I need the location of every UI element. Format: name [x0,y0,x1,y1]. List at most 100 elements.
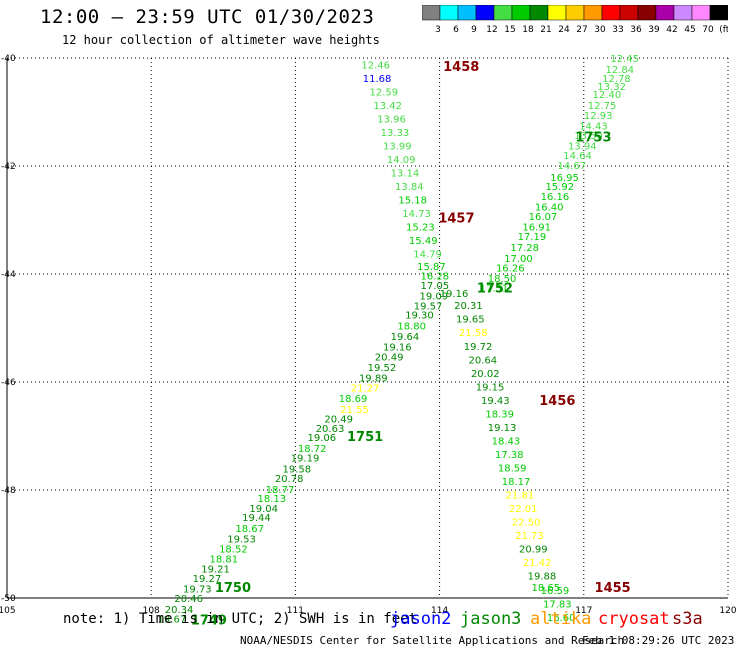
wave-height-value: 16.40 [535,203,564,214]
wave-height-value: 14.64 [563,151,592,162]
wave-height-value: 18.50 [488,274,517,285]
wave-height-value: 20.49 [375,353,404,364]
y-tick-label: -44 [1,270,16,280]
wave-height-value: 15.49 [409,236,438,247]
wave-height-value: 19.67 [158,615,187,626]
wave-height-value: 16.16 [541,192,570,203]
wave-height-value: 19.19 [291,454,320,465]
wave-height-value: 19.73 [183,584,212,595]
x-tick-label: 105 [0,606,16,616]
wave-height-value: 20.46 [174,594,203,605]
pass-time-label: 1455 [595,581,631,596]
units-note: note: 1) Time is in UTC; 2) SWH is in fe… [63,611,418,627]
generated-timestamp: Feb 1 08:29:26 UTC 2023 [582,634,735,647]
wave-height-value: 19.16 [440,289,469,300]
wave-height-value: 14.73 [402,209,431,220]
x-tick-label: 120 [719,606,736,616]
y-tick-label: -40 [1,54,16,64]
wave-height-value: 18.43 [492,436,521,447]
wave-height-value: 18.72 [298,444,327,455]
wave-height-value: 18.69 [339,394,368,405]
pass-time-label: 1458 [443,60,479,75]
wave-height-value: 19.04 [249,504,278,515]
y-tick-label: -46 [1,378,16,388]
satellite-jason2: jason2 [390,609,452,629]
wave-height-value: 13.50 [574,131,603,142]
legend-tick-label: 9 [471,25,477,35]
wave-height-value: 17.38 [495,450,524,461]
legend-tick-label: 30 [594,25,606,35]
legend-tick-label: 39 [648,25,660,35]
wave-height-value: 21.42 [523,558,552,569]
wave-height-value: 15.92 [545,182,574,193]
wave-height-value: 19.58 [283,464,312,475]
wave-height-value: 18.17 [502,477,531,488]
wave-height-value: 18.59 [498,463,527,474]
wave-height-value: 12.78 [602,74,631,85]
wave-height-value: 16.95 [550,173,579,184]
wave-height-value: 16.91 [522,222,551,233]
satellite-cryosat: cryosat [598,609,670,629]
wave-height-value: 20.78 [275,474,304,485]
wave-height-value: 18.65 [532,583,561,594]
wave-height-value: 20.63 [316,424,345,435]
legend-tick-label: (ft) [719,25,728,35]
wave-height-value: 21.58 [459,328,488,339]
wave-height-value: 15.87 [417,262,446,273]
legend-tick-label: 42 [666,25,677,35]
wave-height-value: 19.16 [383,342,412,353]
wave-height-value: 20.49 [324,415,353,426]
wave-height-value: 12.46 [361,60,390,71]
wave-height-value: 17.31 [480,284,509,295]
legend-swatch [709,5,728,21]
pass-time-label: 1752 [477,282,513,297]
wave-height-value: 19.53 [227,535,256,546]
wave-height-value: 13.14 [391,168,420,179]
legend-tick-label: 12 [486,25,497,35]
wave-height-value: 21.73 [515,531,544,542]
wave-height-value: 16.60 [547,613,576,624]
wave-height-value: 19.43 [481,396,510,407]
y-tick-label: -48 [1,486,16,496]
wave-height-value: 22.50 [512,517,541,528]
y-tick-label: -42 [1,162,16,172]
legend-tick-label: 15 [504,25,515,35]
wave-height-value: 14.43 [579,122,608,133]
wave-height-value: 22.01 [509,504,538,515]
wave-height-value: 17.83 [543,599,572,610]
legend-tick-label: 3 [435,25,441,35]
wave-height-value: 12.45 [610,54,639,65]
wave-height-value: 19.72 [464,342,493,353]
legend-tick-label: 45 [684,25,695,35]
pass-time-label: 1753 [575,130,611,145]
pass-time-label: 1456 [539,394,575,409]
wave-height-value: 16.07 [529,212,558,223]
wave-height-value: 18.77 [266,485,295,496]
wave-height-value: 18.80 [397,321,426,332]
wave-height-value: 21.55 [340,405,369,416]
satellite-jason3: jason3 [460,609,522,629]
wave-height-value: 21.27 [351,383,380,394]
wave-height-value: 16.28 [420,272,449,283]
x-tick-label: 108 [143,606,160,616]
wave-height-value: 13.94 [568,141,597,152]
wave-height-value: 14.79 [413,249,442,260]
map-title: 12:00 — 23:59 UTC 01/30/2023 [40,6,375,28]
wave-height-value: 20.31 [454,301,483,312]
legend-tick-label: 18 [522,25,534,35]
legend-tick-label: 70 [702,25,714,35]
legend-tick-label: 21 [540,25,551,35]
pass-time-label: 1749 [191,614,227,629]
wave-height-value: 18.13 [258,494,287,505]
wave-height-value: 13.99 [383,141,412,152]
wave-height-value: 17.00 [504,254,533,265]
pass-time-label: 1750 [215,581,251,596]
wave-height-value: 12.59 [370,87,399,98]
wave-height-value: 15.18 [398,195,427,206]
wave-height-value: 19.52 [368,363,397,374]
legend-tick-label: 24 [558,25,570,35]
wave-height-value: 12.40 [593,90,622,101]
wave-height-value: 19.89 [359,374,388,385]
x-tick-label: 111 [287,606,304,616]
